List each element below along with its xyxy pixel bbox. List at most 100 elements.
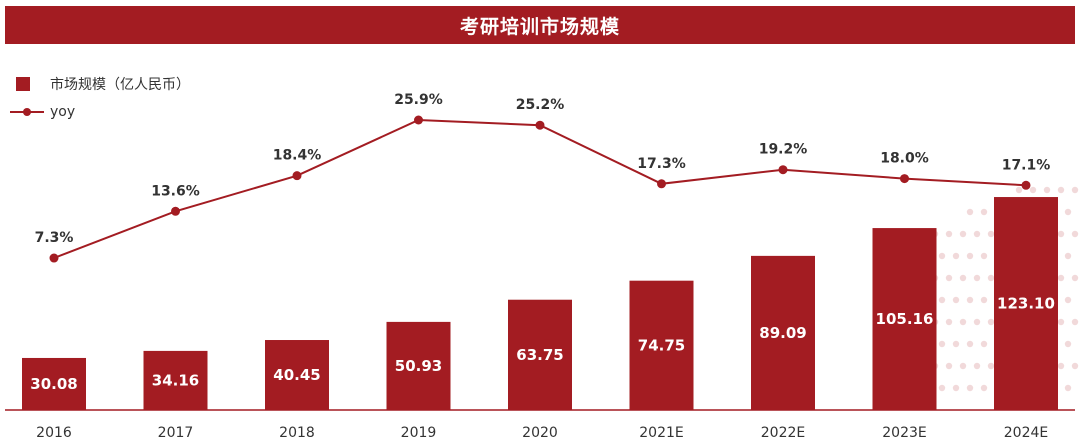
decor-dot [1071, 362, 1079, 370]
decor-dot [966, 384, 974, 392]
x-tick-label: 2019 [401, 425, 437, 441]
decor-dot [952, 252, 960, 260]
decor-dot [945, 230, 953, 238]
yoy-point-2022E [778, 165, 788, 175]
bar-value-label: 74.75 [638, 336, 685, 354]
bar-2020 [508, 299, 572, 410]
decor-dot [980, 384, 988, 392]
decor-dot [973, 230, 981, 238]
bar-2018 [265, 340, 329, 410]
decor-dot [1071, 186, 1079, 194]
decor-dot [938, 296, 946, 304]
decor-dot [987, 362, 995, 370]
decor-dot [1057, 318, 1065, 326]
decor-dot [1071, 230, 1079, 238]
legend-swatch-bar [16, 77, 30, 91]
decor-dot [959, 230, 967, 238]
decor-dot [1057, 186, 1065, 194]
bar-value-label: 34.16 [152, 371, 199, 389]
decor-dot [1015, 186, 1023, 194]
x-tick-label: 2022E [761, 425, 805, 441]
yoy-value-label: 25.9% [394, 92, 443, 108]
decor-dot [938, 384, 946, 392]
yoy-point-2019 [414, 115, 423, 125]
legend-item-yoy: yoy [10, 98, 190, 126]
decor-dot [945, 318, 953, 326]
yoy-value-label: 18.0% [880, 151, 929, 167]
bar-2016 [22, 357, 86, 410]
decor-dot [973, 274, 981, 282]
decor-dot [966, 208, 974, 216]
bar-2023E [872, 228, 937, 410]
chart-title: 考研培训市场规模 [5, 6, 1075, 44]
decor-dot [973, 362, 981, 370]
decor-dot [959, 362, 967, 370]
bar-2021E [629, 280, 694, 410]
legend-item-market-size: 市场规模（亿人民币） [10, 70, 190, 98]
yoy-value-label: 19.2% [759, 142, 808, 158]
decor-dot [952, 340, 960, 348]
decor-dot [966, 252, 974, 260]
bar-value-label: 105.16 [876, 310, 934, 328]
bar-2019 [386, 321, 451, 410]
bar-2022E [751, 255, 815, 410]
decor-dot [1064, 340, 1072, 348]
decor-dot [952, 384, 960, 392]
bar-2017 [143, 350, 208, 410]
decor-dot [980, 208, 988, 216]
bar-value-label: 50.93 [395, 357, 442, 375]
yoy-value-label: 18.4% [273, 148, 322, 164]
bar-value-label: 123.10 [997, 295, 1055, 313]
yoy-point-2021E [657, 179, 666, 189]
decor-dot [966, 340, 974, 348]
decor-dot [959, 274, 967, 282]
decor-dot [987, 274, 995, 282]
yoy-value-label: 17.1% [1002, 157, 1051, 173]
decor-dot [987, 318, 995, 326]
yoy-value-label: 17.3% [637, 156, 686, 172]
yoy-point-2016 [49, 253, 59, 263]
yoy-point-2020 [535, 120, 545, 130]
bar-value-label: 30.08 [30, 375, 77, 393]
decor-dot [945, 274, 953, 282]
decor-dot [980, 340, 988, 348]
x-tick-label: 2023E [882, 425, 926, 441]
x-tick-label: 2024E [1004, 425, 1048, 441]
x-tick-label: 2018 [279, 425, 315, 441]
bar-value-label: 40.45 [273, 366, 320, 384]
x-tick-label: 2020 [522, 425, 558, 441]
x-tick-label: 2016 [36, 425, 72, 441]
decor-dot [938, 252, 946, 260]
yoy-value-label: 13.6% [151, 183, 200, 199]
yoy-point-2024E [1021, 180, 1031, 190]
x-tick-label: 2021E [639, 425, 683, 441]
decor-dot [959, 318, 967, 326]
legend-label-market-size: 市场规模（亿人民币） [50, 77, 190, 93]
decor-dot [966, 296, 974, 304]
bar-value-label: 63.75 [516, 346, 563, 364]
decor-dot [980, 252, 988, 260]
yoy-value-label: 25.2% [516, 97, 565, 113]
bar-2024E [994, 197, 1058, 410]
yoy-value-label: 7.3% [35, 230, 74, 246]
decor-dot [1064, 384, 1072, 392]
decor-dot [1071, 274, 1079, 282]
legend-swatch-line [10, 105, 44, 119]
decor-dot [1057, 362, 1065, 370]
decor-dot [1057, 274, 1065, 282]
decor-dot [1064, 296, 1072, 304]
legend: 市场规模（亿人民币） yoy [10, 70, 190, 126]
decor-dot [938, 340, 946, 348]
decor-dot [1064, 252, 1072, 260]
decor-dot [973, 318, 981, 326]
x-tick-label: 2017 [158, 425, 194, 441]
bar-value-label: 89.09 [759, 324, 806, 342]
decor-dot [1064, 208, 1072, 216]
legend-label-yoy: yoy [50, 104, 76, 120]
decor-dot [952, 296, 960, 304]
decor-dot [1057, 230, 1065, 238]
decor-dot [1029, 186, 1037, 194]
decor-dot [945, 362, 953, 370]
decor-dot [1043, 186, 1051, 194]
